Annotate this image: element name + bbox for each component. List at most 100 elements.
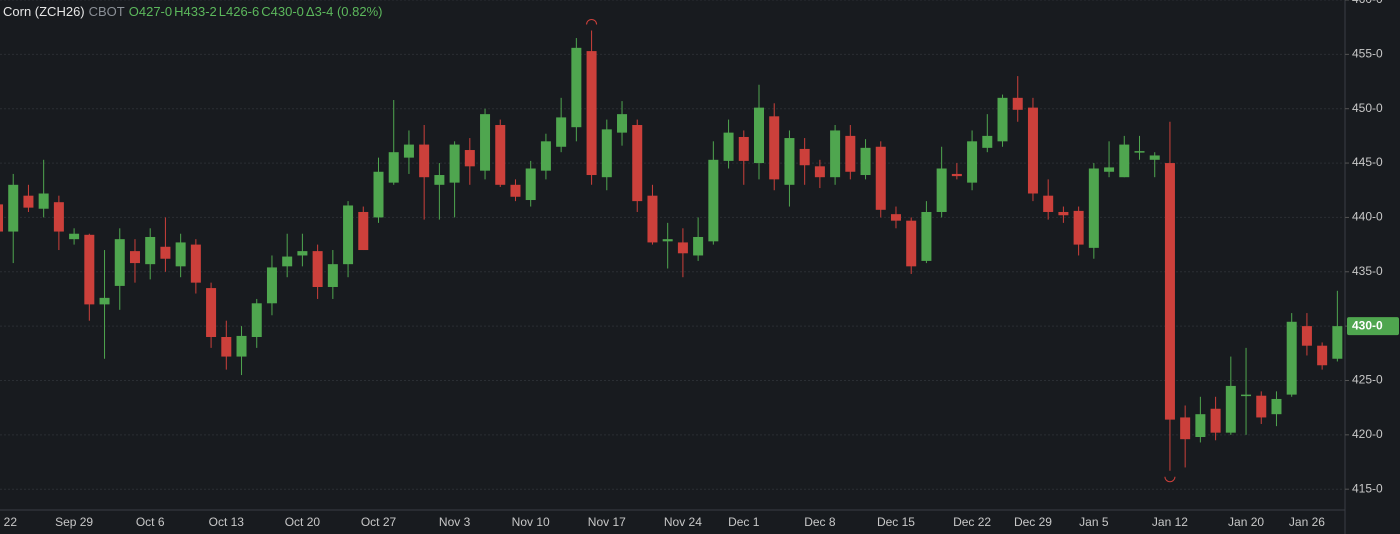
candle-body — [1332, 326, 1343, 359]
candle-body — [1104, 167, 1115, 172]
candle-body — [327, 264, 338, 287]
candle-body — [464, 150, 475, 167]
candle-body — [814, 166, 825, 178]
symbol: Corn (ZCH26) — [3, 4, 85, 19]
candle-body — [723, 132, 734, 161]
y-tick-label: 435-0 — [1352, 264, 1383, 278]
x-tick-label: Dec 1 — [728, 515, 760, 529]
exchange: CBOT — [88, 4, 125, 19]
x-tick-label: Nov 3 — [439, 515, 471, 529]
candle-body — [221, 337, 232, 357]
candle-body — [875, 146, 886, 210]
candle-body — [571, 47, 582, 128]
candle-body — [890, 214, 901, 221]
candle-body — [1241, 394, 1252, 397]
candle-body — [1256, 395, 1267, 418]
candle-body — [0, 204, 3, 232]
last-price-label: 430-0 — [1352, 318, 1383, 332]
x-tick-label: Dec 22 — [953, 515, 991, 529]
candle-body — [1073, 210, 1084, 245]
candle-body — [906, 220, 917, 267]
legend-header: Corn (ZCH26) CBOT O427-0 H433-2 L426-6 C430-0… — [3, 4, 385, 19]
candle-body — [99, 297, 110, 305]
y-tick-label: 425-0 — [1352, 373, 1383, 387]
candle-body — [921, 211, 932, 261]
candle-body — [860, 147, 871, 176]
candle-body — [312, 251, 323, 287]
candles — [0, 19, 1343, 483]
candle-body — [1058, 211, 1069, 216]
candle-body — [1134, 151, 1145, 153]
candle-body — [556, 117, 567, 147]
y-tick-label: 445-0 — [1352, 155, 1383, 169]
candle-body — [693, 236, 704, 256]
candle-body — [662, 239, 673, 242]
x-tick-label: Nov 17 — [588, 515, 626, 529]
candle-body — [799, 148, 810, 166]
candle-body — [1088, 168, 1099, 248]
candle-body — [1301, 326, 1312, 346]
open-label: O427-0 — [128, 4, 173, 19]
candle-body — [601, 129, 612, 178]
candle-body — [738, 136, 749, 161]
y-tick-label: 440-0 — [1352, 210, 1383, 224]
candle-body — [1164, 163, 1175, 420]
close-label: C430-0 — [261, 4, 304, 19]
candle-body — [84, 234, 95, 305]
x-tick-label: Nov 10 — [512, 515, 550, 529]
y-tick-label: 455-0 — [1352, 47, 1383, 61]
candle-body — [1317, 345, 1328, 366]
candle-body — [373, 171, 384, 218]
candle-body — [206, 288, 217, 337]
y-tick-label: 460-0 — [1352, 0, 1383, 6]
high-marker — [586, 19, 598, 25]
candle-body — [145, 236, 156, 265]
candle-body — [251, 303, 262, 337]
candle-body — [708, 159, 719, 242]
last-price-box — [1347, 317, 1399, 336]
candle-body — [677, 242, 688, 254]
candle-body — [38, 193, 49, 209]
x-tick-label: Dec 8 — [804, 515, 836, 529]
candle-body — [403, 144, 414, 158]
candle-body — [1225, 385, 1236, 433]
candle-body — [419, 144, 430, 178]
candle-body — [1119, 144, 1130, 178]
candle-body — [525, 168, 536, 201]
candle-body — [1195, 414, 1206, 438]
candle-body — [754, 107, 764, 164]
x-tick-label: Sep 29 — [55, 515, 93, 529]
grid — [0, 0, 1345, 490]
candle-body — [845, 135, 856, 172]
candle-body — [282, 256, 293, 267]
candle-body — [343, 205, 354, 265]
x-tick-label: Dec 15 — [877, 515, 915, 529]
x-tick-label: Jan 20 — [1228, 515, 1264, 529]
candle-body — [23, 195, 34, 208]
candle-body — [1180, 417, 1191, 440]
candle-body — [358, 211, 369, 251]
candle-body — [114, 239, 125, 286]
candle-body — [495, 125, 506, 185]
change-label: Δ3-4 (0.82%) — [305, 4, 383, 19]
x-tick-label: Oct 27 — [361, 515, 397, 529]
candle-body — [967, 141, 978, 183]
y-tick-label: 450-0 — [1352, 101, 1383, 115]
x-tick-label: Nov 24 — [664, 515, 702, 529]
candle-body — [1286, 321, 1297, 395]
candle-body — [175, 242, 186, 267]
candle-body — [784, 138, 795, 185]
candle-body — [951, 173, 962, 177]
candle-body — [540, 141, 551, 171]
candle-body — [830, 130, 841, 178]
y-tick-label: 415-0 — [1352, 481, 1383, 495]
candle-body — [8, 184, 19, 232]
candle-body — [53, 202, 64, 232]
x-tick-label: Dec 29 — [1014, 515, 1052, 529]
candle-body — [129, 251, 140, 264]
candle-body — [936, 168, 947, 212]
candle-body — [480, 114, 491, 171]
